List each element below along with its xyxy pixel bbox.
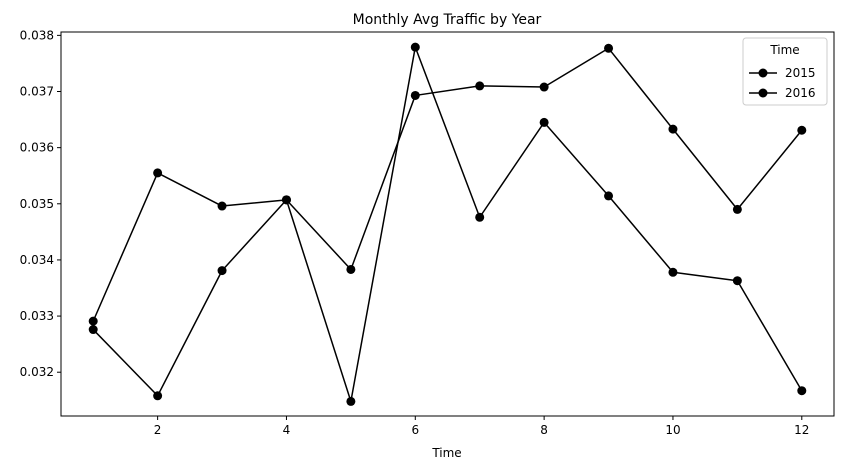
x-tick-label: 6 xyxy=(411,423,419,437)
y-tick-label: 0.036 xyxy=(20,141,54,155)
data-point xyxy=(732,276,742,286)
y-tick-label: 0.037 xyxy=(20,85,54,99)
data-point xyxy=(668,124,678,134)
data-point xyxy=(346,264,356,274)
data-point xyxy=(346,396,356,406)
data-point xyxy=(153,391,163,401)
legend-item: 2015 xyxy=(749,66,816,80)
data-point xyxy=(281,195,291,205)
legend-item: 2016 xyxy=(749,86,816,100)
y-tick-label: 0.034 xyxy=(20,253,54,267)
data-point xyxy=(475,81,485,91)
data-point xyxy=(410,42,420,52)
legend-title: Time xyxy=(769,43,799,57)
data-point xyxy=(88,316,98,326)
data-point xyxy=(217,201,227,211)
x-tick-label: 8 xyxy=(540,423,548,437)
series-2015 xyxy=(88,43,807,326)
data-point xyxy=(604,191,614,201)
legend-box xyxy=(742,37,828,106)
data-point xyxy=(88,325,98,335)
y-tick-label: 0.032 xyxy=(20,365,54,379)
legend-marker xyxy=(758,68,768,78)
data-point xyxy=(797,125,807,135)
data-point xyxy=(410,90,420,100)
x-tick-label: 10 xyxy=(665,423,680,437)
data-point xyxy=(539,82,549,92)
x-axis: 2 4 6 8 10 12 xyxy=(154,416,809,437)
data-point xyxy=(732,204,742,214)
data-point xyxy=(797,386,807,396)
plot-area-frame xyxy=(60,31,835,417)
series-layer xyxy=(88,42,807,406)
data-point xyxy=(604,43,614,53)
x-tick-label: 12 xyxy=(794,423,809,437)
data-point xyxy=(539,117,549,127)
legend: Time 2015 2016 xyxy=(742,37,828,106)
y-tick-label: 0.038 xyxy=(20,28,54,42)
series-2016 xyxy=(88,42,807,406)
series-line-2015 xyxy=(92,47,803,322)
x-tick-label: 4 xyxy=(283,423,291,437)
data-point xyxy=(153,168,163,178)
x-axis-title: Time xyxy=(431,446,461,460)
legend-label: 2015 xyxy=(785,66,816,80)
series-line-2016 xyxy=(92,46,803,403)
data-point xyxy=(217,266,227,276)
data-point xyxy=(475,212,485,222)
data-point xyxy=(668,267,678,277)
chart-title: Monthly Avg Traffic by Year xyxy=(353,12,542,28)
x-tick-label: 2 xyxy=(154,423,162,437)
y-tick-label: 0.033 xyxy=(20,309,54,323)
y-tick-label: 0.035 xyxy=(20,197,54,211)
legend-label: 2016 xyxy=(785,86,816,100)
y-axis: 0.032 0.033 0.034 0.035 0.036 0.037 0.038 xyxy=(20,28,61,379)
legend-marker xyxy=(758,88,768,98)
